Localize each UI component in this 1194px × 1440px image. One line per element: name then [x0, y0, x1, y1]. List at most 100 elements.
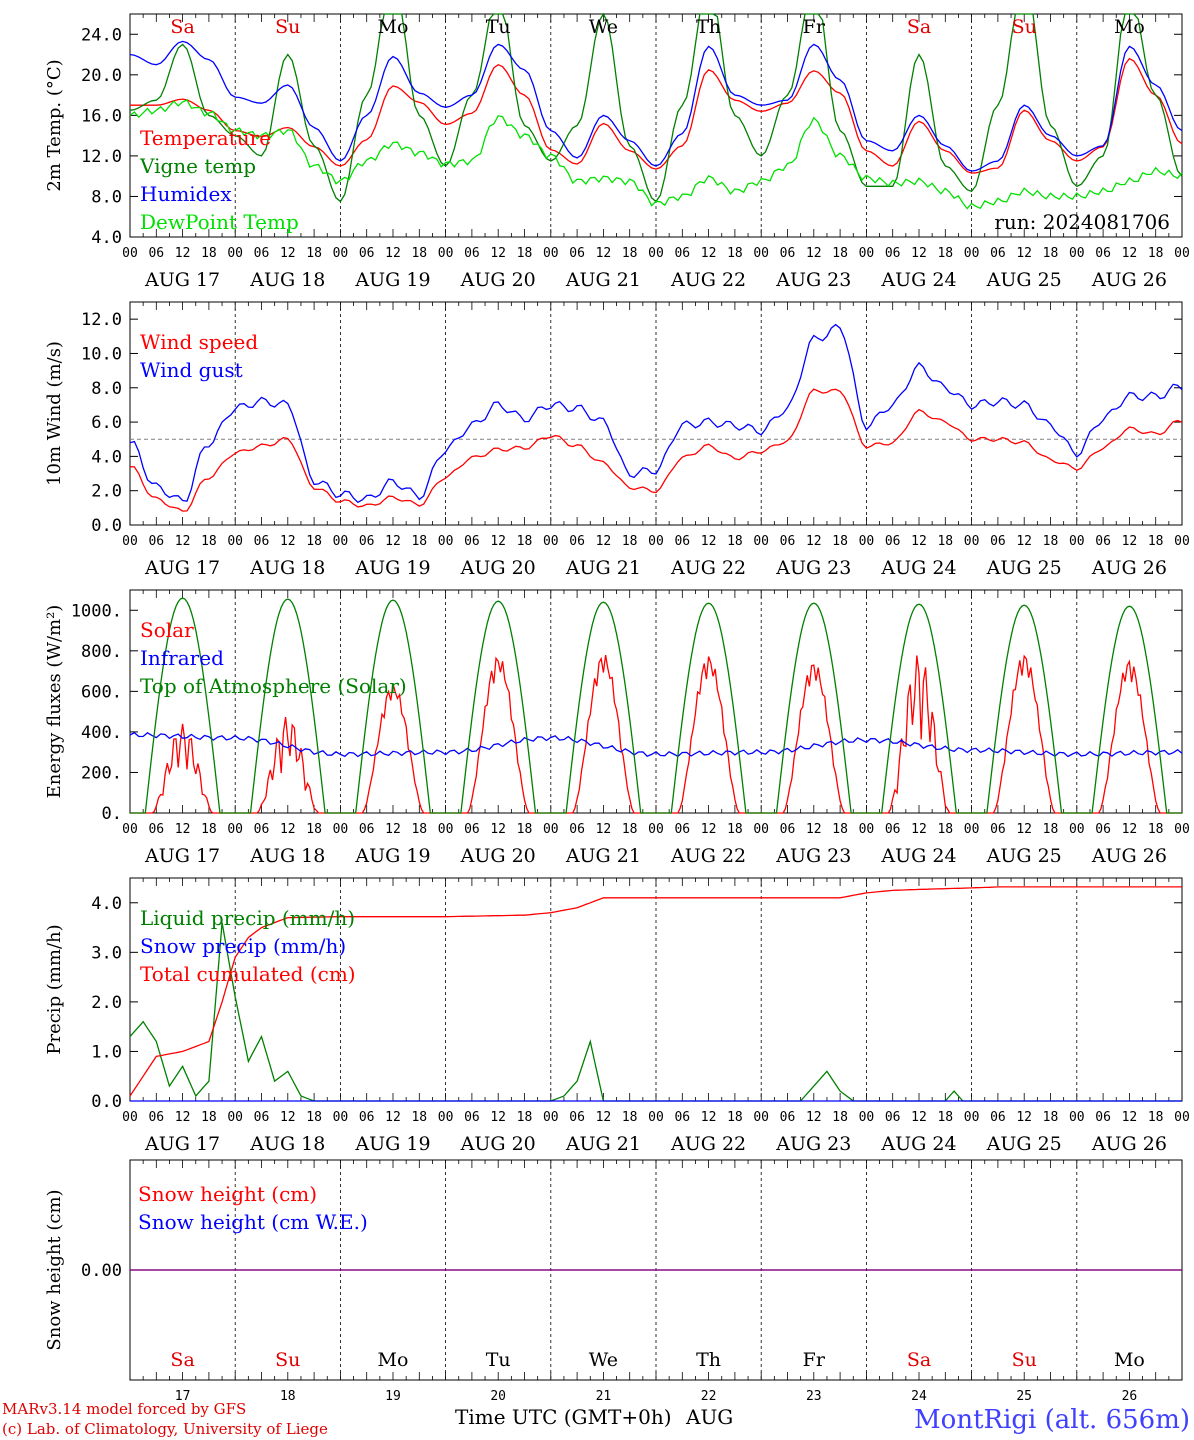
hour-tick-label: 18 [306, 534, 322, 549]
hour-tick-label: 00 [1174, 822, 1190, 837]
hour-tick-label: 12 [806, 822, 822, 837]
day-number: 19 [385, 1389, 401, 1404]
hour-tick-label: 12 [911, 534, 927, 549]
legend-snow-height: Snow height (cm) [138, 1182, 317, 1206]
hour-tick-label: 00 [122, 246, 138, 261]
hour-tick-label: 18 [1148, 246, 1164, 261]
hour-tick-label: 00 [438, 1110, 454, 1125]
weekday-label: Tu [486, 1349, 511, 1371]
hour-tick-label: 18 [306, 822, 322, 837]
day-label: AUG 24 [880, 557, 956, 579]
hour-tick-label: 06 [674, 1110, 690, 1125]
hour-tick-label: 00 [543, 534, 559, 549]
hour-tick-label: 12 [701, 1110, 717, 1125]
hour-tick-label: 12 [175, 1110, 191, 1125]
hour-tick-label: 18 [201, 534, 217, 549]
hour-tick-label: 06 [254, 246, 270, 261]
xaxis-title: Time UTC (GMT+0h) [455, 1405, 672, 1429]
y-tick-label: 0.0 [91, 1092, 122, 1112]
y-tick-label: 20.0 [81, 66, 122, 86]
legend-wind-gust: Wind gust [140, 358, 243, 382]
day-label: AUG 21 [565, 1133, 641, 1155]
hour-tick-label: 00 [753, 246, 769, 261]
hour-tick-label: 00 [227, 246, 243, 261]
panel-frame [129, 301, 1183, 526]
day-label: AUG 19 [354, 845, 430, 867]
hour-tick-label: 00 [648, 822, 664, 837]
hour-tick-label: 12 [1122, 1110, 1138, 1125]
hour-tick-label: 06 [990, 246, 1006, 261]
day-label: AUG 19 [354, 269, 430, 291]
y-tick-label: 24.0 [81, 25, 122, 45]
hour-tick-label: 12 [806, 246, 822, 261]
hour-tick-label: 12 [1122, 534, 1138, 549]
series-infrared [129, 731, 1183, 758]
hour-tick-label: 12 [911, 1110, 927, 1125]
panel-3: 0. 200. 400. 600. 800. 1000. Energy fluxes (W/… [44, 589, 1190, 867]
hour-tick-label: 12 [1016, 1110, 1032, 1125]
panel-1: 4.0 8.0 12.0 16.0 20.0 24.0 2m Temp. (°C) 00 06 1… [44, 12, 1190, 291]
hour-tick-label: 12 [596, 534, 612, 549]
hour-tick-label: 18 [1043, 534, 1059, 549]
y-tick-label: 1.0 [91, 1042, 122, 1062]
y-tick-label: 1000. [71, 601, 122, 621]
hour-tick-label: 18 [937, 246, 953, 261]
hour-tick-label: 06 [569, 246, 585, 261]
y-axis-label: Energy fluxes (W/m²) [44, 605, 65, 799]
hour-tick-label: 06 [885, 534, 901, 549]
day-label: AUG 19 [354, 557, 430, 579]
day-number: 21 [596, 1389, 612, 1404]
series-temperature [130, 57, 1183, 174]
weekday-label: We [589, 16, 618, 38]
y-tick-label: 400. [81, 723, 122, 743]
hour-tick-label: 00 [438, 822, 454, 837]
hour-tick-label: 12 [280, 822, 296, 837]
y-tick-label: 0.00 [81, 1261, 122, 1281]
weekday-label: Su [275, 16, 300, 38]
y-tick-label: 4.0 [91, 228, 122, 248]
hour-tick-label: 18 [832, 1110, 848, 1125]
panel-2: 0.0 2.0 4.0 6.0 8.0 10.0 12.0 10m Wind (m/s) 00 0… [44, 301, 1190, 579]
hour-tick-label: 00 [122, 534, 138, 549]
y-tick-label: 12.0 [81, 147, 122, 167]
hour-tick-label: 06 [254, 534, 270, 549]
legend-snow-height-we: Snow height (cm W.E.) [138, 1210, 368, 1234]
hour-tick-label: 00 [122, 1110, 138, 1125]
weekday-label: Sa [907, 16, 931, 38]
day-number: 26 [1122, 1389, 1138, 1404]
hour-tick-label: 06 [1095, 534, 1111, 549]
panel-frame [129, 589, 1183, 814]
hour-tick-label: 00 [648, 246, 664, 261]
hour-tick-label: 06 [464, 822, 480, 837]
hour-tick-label: 12 [280, 1110, 296, 1125]
day-label: AUG 20 [460, 1133, 536, 1155]
hour-tick-label: 06 [885, 246, 901, 261]
day-label: AUG 21 [565, 557, 641, 579]
day-label: AUG 17 [144, 557, 220, 579]
legend-infrared: Infrared [140, 646, 224, 670]
weekday-label: Su [275, 1349, 300, 1371]
y-tick-label: 12.0 [81, 310, 122, 330]
hour-tick-label: 00 [333, 246, 349, 261]
hour-tick-label: 06 [359, 246, 375, 261]
day-label: AUG 23 [775, 1133, 851, 1155]
hour-tick-label: 12 [385, 534, 401, 549]
hour-tick-label: 18 [727, 534, 743, 549]
day-number: 22 [701, 1389, 717, 1404]
hour-tick-label: 18 [832, 246, 848, 261]
series-top-of-atmosphere-solar- [130, 597, 1182, 814]
day-label: AUG 20 [460, 845, 536, 867]
hour-tick-label: 06 [885, 822, 901, 837]
day-label: AUG 19 [354, 1133, 430, 1155]
hour-tick-label: 06 [148, 1110, 164, 1125]
hour-tick-label: 18 [201, 246, 217, 261]
hour-tick-label: 06 [464, 1110, 480, 1125]
hour-tick-label: 06 [1095, 822, 1111, 837]
hour-tick-label: 00 [964, 534, 980, 549]
weekday-label: Tu [486, 16, 511, 38]
hour-tick-label: 18 [1148, 534, 1164, 549]
legend-liquid-precip: Liquid precip (mm/h) [140, 906, 355, 930]
hour-tick-label: 12 [596, 822, 612, 837]
series-dewpoint-temp [129, 99, 1183, 210]
y-axis-label: Precip (mm/h) [44, 924, 65, 1054]
